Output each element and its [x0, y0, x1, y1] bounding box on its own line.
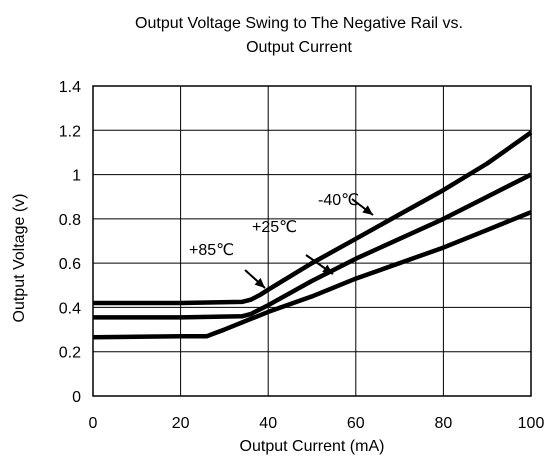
series-line: [93, 130, 533, 306]
annotation-label: +85℃: [189, 242, 234, 259]
y-tick-label: 0: [72, 389, 81, 406]
y-tick-label: 0.2: [59, 345, 81, 362]
annotation-label: +25℃: [252, 219, 297, 236]
x-tick-label: 0: [89, 415, 98, 432]
x-tick-label: 40: [259, 415, 277, 432]
x-tick-label: 20: [172, 415, 190, 432]
x-axis-label: Output Current (mA): [239, 438, 385, 455]
annotation-arrowhead: [254, 277, 265, 288]
y-axis-label: Output Voltage (v): [11, 193, 28, 323]
annotation-arrowhead: [362, 205, 373, 215]
chart-title-line1: Output Voltage Swing to The Negative Rai…: [135, 15, 463, 32]
x-tick-label: 100: [518, 415, 545, 432]
y-tick-label: 0.8: [59, 212, 81, 229]
annotation-label: -40℃: [318, 192, 359, 209]
plot-border: [92, 85, 532, 397]
y-tick-label: 1.4: [59, 79, 81, 96]
x-tick-label: 80: [435, 415, 453, 432]
x-tick-label: 60: [347, 415, 365, 432]
series-line: [92, 210, 532, 340]
series-line: [93, 172, 533, 320]
y-tick-label: 0.6: [59, 256, 81, 273]
chart-title-line2: Output Current: [246, 39, 352, 56]
y-tick-label: 0.4: [59, 300, 81, 317]
annotation-arrowhead: [322, 264, 333, 274]
y-tick-label: 1.2: [59, 123, 81, 140]
y-tick-label: 1: [72, 168, 81, 185]
